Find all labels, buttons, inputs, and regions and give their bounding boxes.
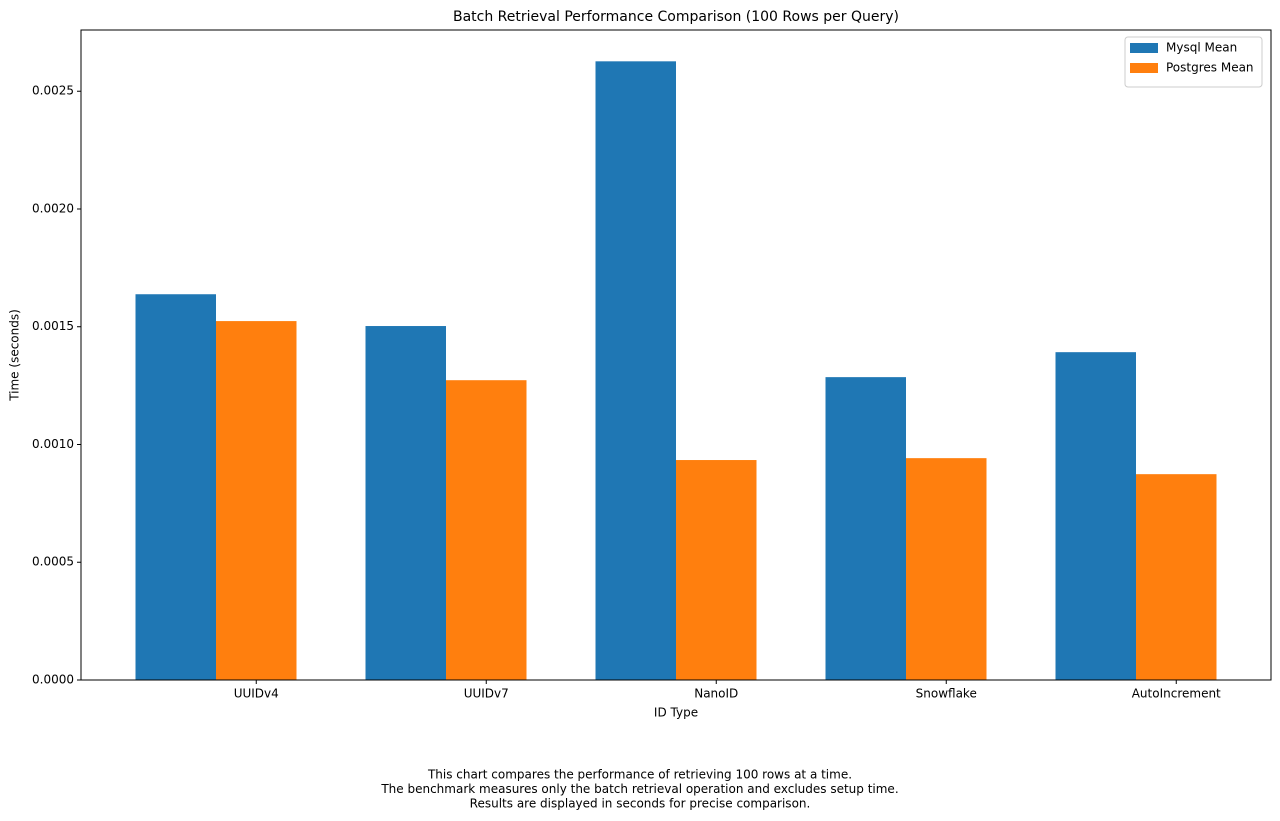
legend-label: Mysql Mean <box>1166 41 1237 55</box>
x-tick-label: UUIDv7 <box>464 687 509 701</box>
legend-swatch <box>1130 43 1158 53</box>
y-tick-label: 0.0015 <box>32 319 74 333</box>
bar <box>446 380 527 680</box>
x-axis-label: ID Type <box>654 706 698 720</box>
legend-label: Postgres Mean <box>1166 61 1254 75</box>
plot-frame <box>80 29 1272 681</box>
bar <box>216 321 297 680</box>
y-axis-label: Time (seconds) <box>8 309 22 402</box>
chart-title: Batch Retrieval Performance Comparison (… <box>453 9 899 25</box>
legend-swatch <box>1130 63 1158 73</box>
x-tick-label: UUIDv4 <box>234 687 279 701</box>
y-tick-label: 0.0010 <box>32 437 74 451</box>
bar <box>595 61 676 681</box>
x-tick-label: AutoIncrement <box>1132 687 1221 701</box>
legend-box <box>1124 36 1263 88</box>
caption: Results are displayed in seconds for pre… <box>470 797 811 811</box>
bar <box>825 377 906 680</box>
bar <box>365 326 446 680</box>
x-tick-label: NanoID <box>694 687 738 701</box>
bar <box>676 460 757 680</box>
y-tick-label: 0.0005 <box>32 555 74 569</box>
x-tick-label: Snowflake <box>916 687 977 701</box>
caption: This chart compares the performance of r… <box>427 768 852 782</box>
caption: The benchmark measures only the batch re… <box>380 782 898 796</box>
y-tick-label: 0.0000 <box>32 673 74 687</box>
y-tick-label: 0.0020 <box>32 201 74 215</box>
y-tick-label: 0.0025 <box>32 84 74 98</box>
bar <box>906 458 987 680</box>
bar <box>1055 352 1136 680</box>
bar <box>135 294 216 680</box>
bar <box>1136 474 1217 680</box>
